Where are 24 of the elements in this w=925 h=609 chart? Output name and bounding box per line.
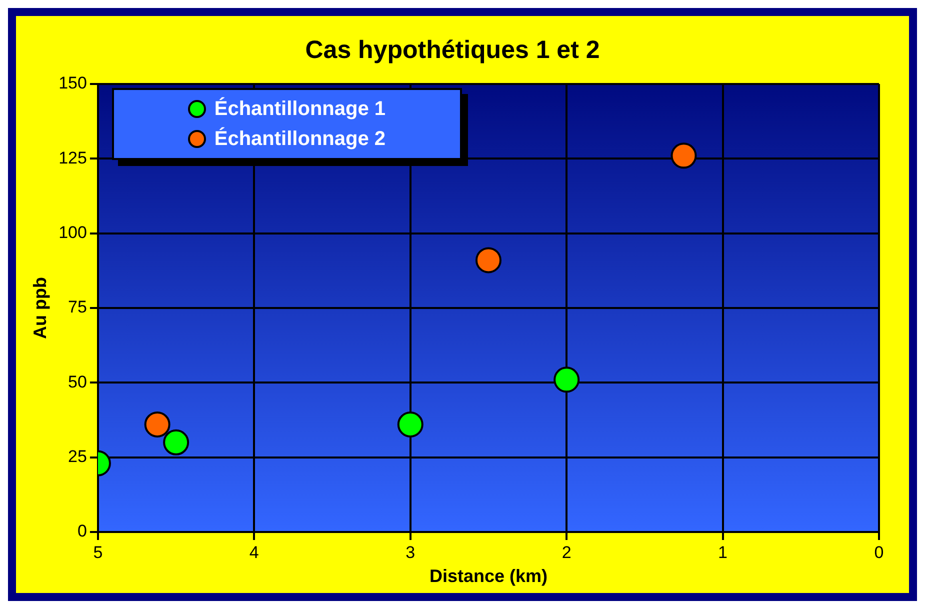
- x-axis-title: Distance (km): [429, 566, 548, 586]
- point: [554, 366, 580, 393]
- x-tick-label: 1: [718, 542, 728, 562]
- y-tick-label: 0: [77, 522, 87, 541]
- x-tick-label: 2: [562, 542, 572, 562]
- x-tick-label: 0: [874, 542, 884, 562]
- point: [397, 411, 424, 438]
- legend-label: Échantillonnage 1: [214, 98, 386, 120]
- point: [475, 247, 502, 274]
- y-tick-label: 50: [68, 372, 87, 392]
- y-axis-title: Au ppb: [30, 277, 50, 339]
- x-tick-label: 5: [93, 542, 103, 562]
- y-tick-label: 25: [68, 447, 87, 466]
- x-tick-label: 3: [406, 542, 416, 562]
- chart-title: Cas hypothétiques 1 et 2: [305, 36, 600, 64]
- point: [670, 142, 697, 169]
- point: [144, 411, 170, 438]
- legend-label: Échantillonnage 2: [214, 128, 386, 150]
- y-tick-label: 75: [68, 298, 87, 317]
- y-tick-label: 125: [58, 148, 87, 168]
- y-tick-label: 150: [58, 74, 87, 93]
- point: [163, 429, 190, 456]
- x-tick-label: 4: [249, 542, 259, 562]
- y-tick-label: 100: [58, 223, 87, 242]
